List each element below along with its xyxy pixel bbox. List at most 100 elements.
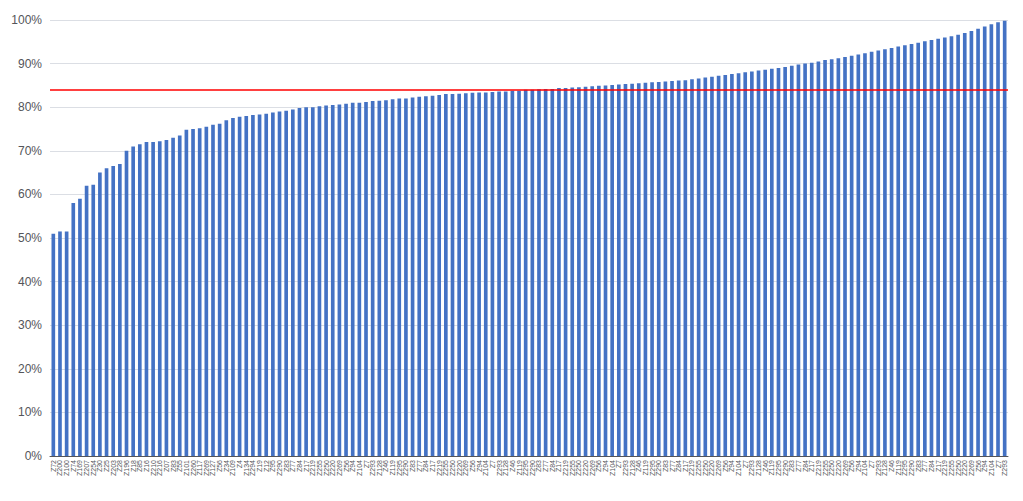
- svg-text:Z255: Z255: [315, 460, 323, 476]
- svg-text:Z84: Z84: [675, 460, 683, 473]
- svg-text:Z119: Z119: [515, 460, 523, 476]
- svg-text:Z17: Z17: [555, 460, 563, 473]
- svg-text:Z46: Z46: [635, 460, 643, 473]
- svg-text:Z255: Z255: [695, 460, 703, 476]
- svg-text:Z56: Z56: [595, 460, 603, 473]
- svg-text:Z128: Z128: [375, 460, 383, 476]
- svg-text:Z169: Z169: [76, 460, 84, 476]
- svg-text:10%: 10%: [18, 405, 42, 419]
- svg-text:Z104: Z104: [482, 460, 490, 476]
- svg-text:Z84: Z84: [422, 460, 430, 473]
- svg-text:50%: 50%: [18, 231, 42, 245]
- svg-text:Z83: Z83: [535, 460, 543, 473]
- svg-text:Z55: Z55: [176, 460, 184, 473]
- svg-text:0%: 0%: [25, 449, 43, 463]
- svg-text:Z293: Z293: [369, 460, 377, 476]
- svg-text:Z117: Z117: [196, 460, 204, 476]
- svg-text:Z255: Z255: [568, 460, 576, 476]
- svg-text:Z128: Z128: [628, 460, 636, 476]
- svg-text:Z219: Z219: [688, 460, 696, 476]
- svg-text:Z7: Z7: [615, 460, 623, 469]
- svg-text:Z293: Z293: [1001, 460, 1008, 476]
- svg-text:Z128: Z128: [502, 460, 510, 476]
- svg-text:Z85: Z85: [136, 460, 144, 473]
- svg-text:60%: 60%: [18, 187, 42, 201]
- svg-text:Z295: Z295: [395, 460, 403, 476]
- svg-text:Z134: Z134: [242, 460, 250, 476]
- svg-text:Z254: Z254: [89, 460, 97, 476]
- svg-text:Z250: Z250: [701, 460, 709, 476]
- svg-text:Z269: Z269: [462, 460, 470, 476]
- svg-text:Z7: Z7: [362, 460, 370, 469]
- svg-text:Z56: Z56: [342, 460, 350, 473]
- svg-text:Z104: Z104: [355, 460, 363, 476]
- svg-text:100%: 100%: [11, 13, 42, 27]
- svg-text:Z119: Z119: [641, 460, 649, 476]
- svg-text:Z18: Z18: [129, 460, 137, 473]
- svg-text:Z290: Z290: [528, 460, 536, 476]
- svg-text:Z72: Z72: [49, 460, 57, 473]
- svg-text:Z7: Z7: [488, 460, 496, 469]
- svg-text:Z220: Z220: [329, 460, 337, 476]
- svg-text:Z30: Z30: [96, 460, 104, 473]
- svg-text:Z294: Z294: [249, 460, 257, 476]
- svg-text:20%: 20%: [18, 362, 42, 376]
- svg-text:Z216: Z216: [156, 460, 164, 476]
- svg-text:Z77: Z77: [289, 460, 297, 473]
- svg-text:Z207: Z207: [83, 460, 91, 476]
- svg-text:Z07: Z07: [162, 460, 170, 473]
- svg-text:Z83: Z83: [282, 460, 290, 473]
- svg-text:Z74: Z74: [69, 460, 77, 473]
- svg-text:Z269: Z269: [335, 460, 343, 476]
- svg-text:Z210: Z210: [149, 460, 157, 476]
- svg-text:Z56: Z56: [216, 460, 224, 473]
- svg-text:Z260: Z260: [189, 460, 197, 476]
- svg-text:Z269: Z269: [202, 460, 210, 476]
- svg-text:Z12: Z12: [262, 460, 270, 473]
- svg-text:Z290: Z290: [402, 460, 410, 476]
- svg-text:Z28: Z28: [116, 460, 124, 473]
- svg-text:Z250: Z250: [322, 460, 330, 476]
- svg-text:90%: 90%: [18, 57, 42, 71]
- svg-text:Z255: Z255: [442, 460, 450, 476]
- svg-text:Z95: Z95: [269, 460, 277, 473]
- svg-text:Z250: Z250: [575, 460, 583, 476]
- svg-text:Z220: Z220: [455, 460, 463, 476]
- svg-text:Z100: Z100: [63, 460, 71, 476]
- svg-text:Z219: Z219: [562, 460, 570, 476]
- svg-text:Z83: Z83: [169, 460, 177, 473]
- svg-text:Z290: Z290: [655, 460, 663, 476]
- svg-text:40%: 40%: [18, 275, 42, 289]
- svg-text:Z293: Z293: [495, 460, 503, 476]
- svg-text:Z77: Z77: [668, 460, 676, 473]
- svg-text:Z269: Z269: [588, 460, 596, 476]
- svg-text:80%: 80%: [18, 100, 42, 114]
- svg-text:30%: 30%: [18, 318, 42, 332]
- svg-text:Z101: Z101: [182, 460, 190, 476]
- svg-text:Z104: Z104: [608, 460, 616, 476]
- svg-text:Z83: Z83: [661, 460, 669, 473]
- svg-text:Z46: Z46: [382, 460, 390, 473]
- svg-text:Z94: Z94: [475, 460, 483, 473]
- svg-text:Z109: Z109: [229, 460, 237, 476]
- svg-text:Z200: Z200: [56, 460, 64, 476]
- svg-text:Z219: Z219: [435, 460, 443, 476]
- svg-text:Z77: Z77: [542, 460, 550, 473]
- svg-text:Z219: Z219: [309, 460, 317, 476]
- svg-text:Z17: Z17: [681, 460, 689, 473]
- svg-text:Z34: Z34: [222, 460, 230, 473]
- svg-text:Z77: Z77: [415, 460, 423, 473]
- svg-text:Z4: Z4: [236, 460, 244, 469]
- svg-text:Z94: Z94: [349, 460, 357, 473]
- svg-text:Z127: Z127: [209, 460, 217, 476]
- svg-text:70%: 70%: [18, 144, 42, 158]
- svg-text:Z83: Z83: [409, 460, 417, 473]
- svg-text:Z17: Z17: [302, 460, 310, 473]
- svg-text:Z19: Z19: [256, 460, 264, 473]
- svg-text:Z46: Z46: [508, 460, 516, 473]
- svg-text:Z84: Z84: [548, 460, 556, 473]
- svg-text:Z295: Z295: [648, 460, 656, 476]
- svg-text:Z295: Z295: [522, 460, 530, 476]
- svg-text:Z203: Z203: [109, 460, 117, 476]
- svg-text:Z119: Z119: [389, 460, 397, 476]
